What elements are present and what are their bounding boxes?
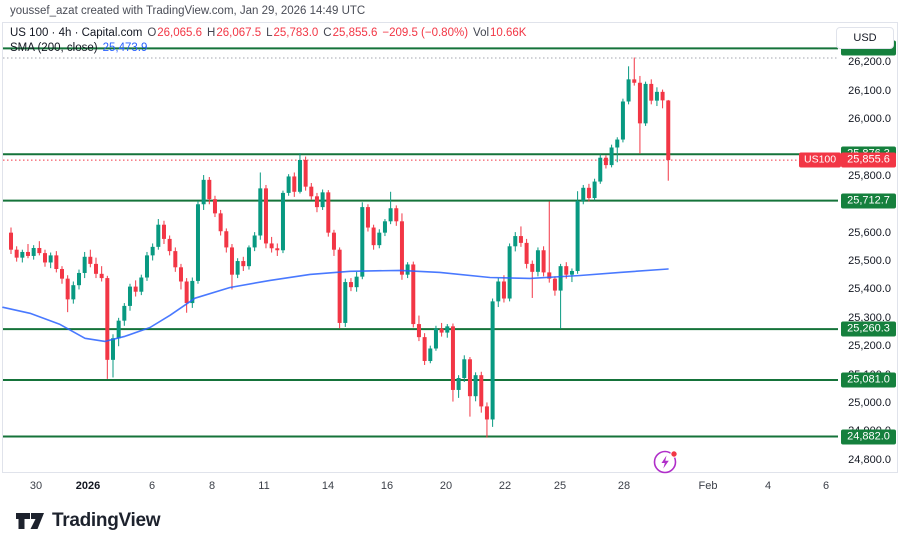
time-tick: 25 — [553, 480, 567, 492]
close-label: C — [323, 27, 332, 39]
price-tick: 26,100.0 — [848, 84, 891, 97]
price-tick: 25,500.0 — [848, 255, 891, 268]
close-value: 25,855.6 — [332, 27, 378, 39]
time-tick: 6 — [148, 480, 156, 492]
time-tick: 28 — [617, 480, 631, 492]
tradingview-logo-text: TradingView — [52, 510, 161, 531]
low-label: L — [266, 27, 273, 39]
tradingview-logo[interactable]: TradingView — [15, 508, 161, 534]
currency-button[interactable]: USD — [836, 27, 894, 49]
price-tick: 26,000.0 — [848, 113, 891, 126]
level-price-badge: 24,882.0 — [841, 429, 896, 444]
level-price-badge: 25,081.0 — [841, 372, 896, 388]
symbol-price-tag: US100 — [799, 152, 842, 168]
price-tick: 25,200.0 — [848, 340, 891, 353]
price-tick: 24,800.0 — [848, 453, 891, 466]
price-tick: 25,400.0 — [848, 283, 891, 296]
time-tick: Feb — [698, 480, 718, 492]
volume-value: 10.66K — [490, 27, 527, 39]
chart-widget — [2, 22, 898, 500]
price-axis[interactable]: 26,200.0 26,100.0 26,000.0 25,800.0 25,600.0… — [839, 23, 897, 471]
open-label: O — [147, 27, 157, 39]
level-price-badge: 25,260.3 — [841, 321, 896, 337]
price-tick: 25,600.0 — [848, 226, 891, 239]
time-tick: 14 — [321, 480, 335, 492]
time-tick: 4 — [764, 480, 772, 492]
change-value: −209.5 (−0.80%) — [382, 27, 469, 39]
time-axis[interactable]: 30 2026 6 8 11 14 16 20 22 25 28 Feb 4 6 — [2, 472, 898, 500]
high-label: H — [207, 27, 216, 39]
time-tick: 11 — [258, 480, 270, 492]
low-value: 25,783.0 — [273, 27, 319, 39]
flash-icon — [653, 450, 678, 474]
price-tick: 25,000.0 — [848, 397, 891, 409]
price-tick: 25,800.0 — [848, 169, 891, 182]
sma-indicator-row: SMA (200, close) 25,473.9 — [10, 42, 526, 54]
market-event-icon[interactable] — [651, 447, 681, 477]
time-tick: 2026 — [75, 480, 101, 492]
level-price-badge: 25,712.7 — [841, 193, 896, 209]
volume-label: Vol — [473, 27, 490, 39]
symbol-ohlc-row: US 100 · 4h · Capital.com O 26,065.6 H 26,… — [10, 27, 526, 39]
high-value: 26,067.5 — [216, 27, 262, 39]
last-price-badge: 25,855.6 — [841, 152, 896, 168]
time-tick: 8 — [208, 480, 216, 492]
symbol-title: US 100 · 4h · Capital.com — [10, 27, 143, 39]
tradingview-logo-icon — [16, 513, 44, 529]
time-tick: 20 — [439, 480, 453, 492]
time-tick: 30 — [29, 480, 43, 492]
price-tick: 26,200.0 — [848, 56, 891, 69]
attribution-text: youssef_azat created with TradingView.co… — [10, 5, 366, 17]
time-tick: 6 — [822, 480, 830, 492]
price-tick: 25,300.0 — [848, 311, 891, 324]
time-tick: 22 — [498, 480, 512, 492]
chart-legend: US 100 · 4h · Capital.com O 26,065.6 H 26,… — [10, 27, 526, 54]
open-value: 26,065.6 — [157, 27, 203, 39]
sma-value: 25,473.9 — [102, 42, 148, 54]
time-tick: 16 — [380, 480, 394, 492]
sma-label: SMA (200, close) — [10, 42, 98, 54]
